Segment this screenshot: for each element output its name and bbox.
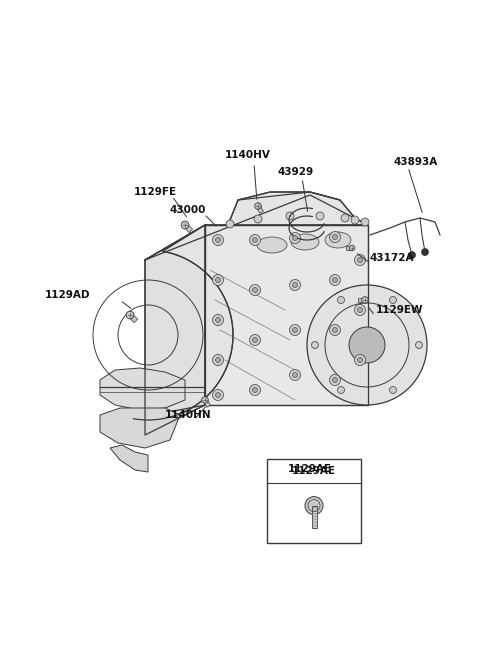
Circle shape [358,358,362,362]
Circle shape [351,216,359,224]
Polygon shape [205,225,368,405]
Circle shape [329,274,340,286]
Bar [267,459,361,543]
Text: 1129AD: 1129AD [45,290,91,300]
Circle shape [408,252,416,259]
Circle shape [355,305,365,316]
Text: 43000: 43000 [170,205,206,215]
Polygon shape [128,313,138,323]
Circle shape [355,354,365,365]
Circle shape [213,314,224,326]
Circle shape [307,285,427,405]
Circle shape [289,233,300,244]
Circle shape [355,255,365,265]
Text: 1129AE: 1129AE [288,464,332,474]
Circle shape [337,297,345,303]
Polygon shape [228,192,355,225]
Circle shape [389,297,396,303]
Circle shape [213,274,224,286]
Polygon shape [358,298,365,302]
Circle shape [362,297,368,303]
Circle shape [216,238,220,242]
Circle shape [305,496,323,515]
Circle shape [349,245,355,251]
Circle shape [213,234,224,246]
Circle shape [250,335,261,345]
Circle shape [216,318,220,322]
Circle shape [286,212,294,220]
Circle shape [292,236,298,240]
Polygon shape [145,195,368,260]
Text: 1140HV: 1140HV [225,150,271,160]
Circle shape [333,328,337,333]
Polygon shape [346,246,352,250]
Text: 43893A: 43893A [393,157,437,167]
Bar [312,506,316,527]
Text: 1140HN: 1140HN [165,410,211,420]
Circle shape [202,397,208,403]
Circle shape [333,234,337,240]
Circle shape [292,373,298,377]
Text: 43172A: 43172A [370,253,415,263]
Polygon shape [100,408,180,448]
Polygon shape [133,225,233,420]
Circle shape [289,280,300,291]
Circle shape [252,337,257,343]
Circle shape [289,324,300,335]
Circle shape [358,307,362,312]
Circle shape [252,238,257,242]
Circle shape [329,375,340,386]
Circle shape [250,284,261,295]
Text: 1129AE: 1129AE [292,466,336,476]
Ellipse shape [325,232,351,248]
Polygon shape [183,223,192,233]
Circle shape [213,354,224,365]
Circle shape [329,231,340,242]
Circle shape [289,369,300,381]
Circle shape [216,358,220,362]
Circle shape [252,388,257,392]
Polygon shape [110,445,148,472]
Circle shape [389,386,396,394]
Circle shape [213,390,224,400]
Circle shape [312,341,319,348]
Circle shape [337,386,345,394]
Circle shape [361,218,369,226]
Circle shape [333,278,337,282]
Circle shape [254,215,262,223]
Text: 1129FE: 1129FE [133,187,177,197]
Circle shape [349,327,385,363]
Circle shape [316,212,324,220]
Circle shape [341,214,349,222]
Text: 1129EW: 1129EW [376,305,423,315]
Circle shape [416,341,422,348]
Text: 43929: 43929 [278,167,314,177]
Circle shape [255,202,261,210]
Circle shape [226,220,234,228]
Circle shape [252,288,257,293]
Circle shape [329,324,340,335]
Circle shape [181,221,189,229]
Circle shape [421,248,429,255]
Circle shape [333,377,337,383]
Circle shape [216,278,220,282]
Circle shape [216,392,220,398]
Circle shape [358,257,362,263]
Ellipse shape [291,234,319,250]
Circle shape [292,328,298,333]
Polygon shape [203,399,210,407]
Polygon shape [100,368,185,410]
Circle shape [126,311,134,319]
Polygon shape [145,225,205,435]
Ellipse shape [257,237,287,253]
Polygon shape [256,205,264,214]
Circle shape [292,282,298,288]
Circle shape [250,384,261,396]
Circle shape [250,234,261,246]
